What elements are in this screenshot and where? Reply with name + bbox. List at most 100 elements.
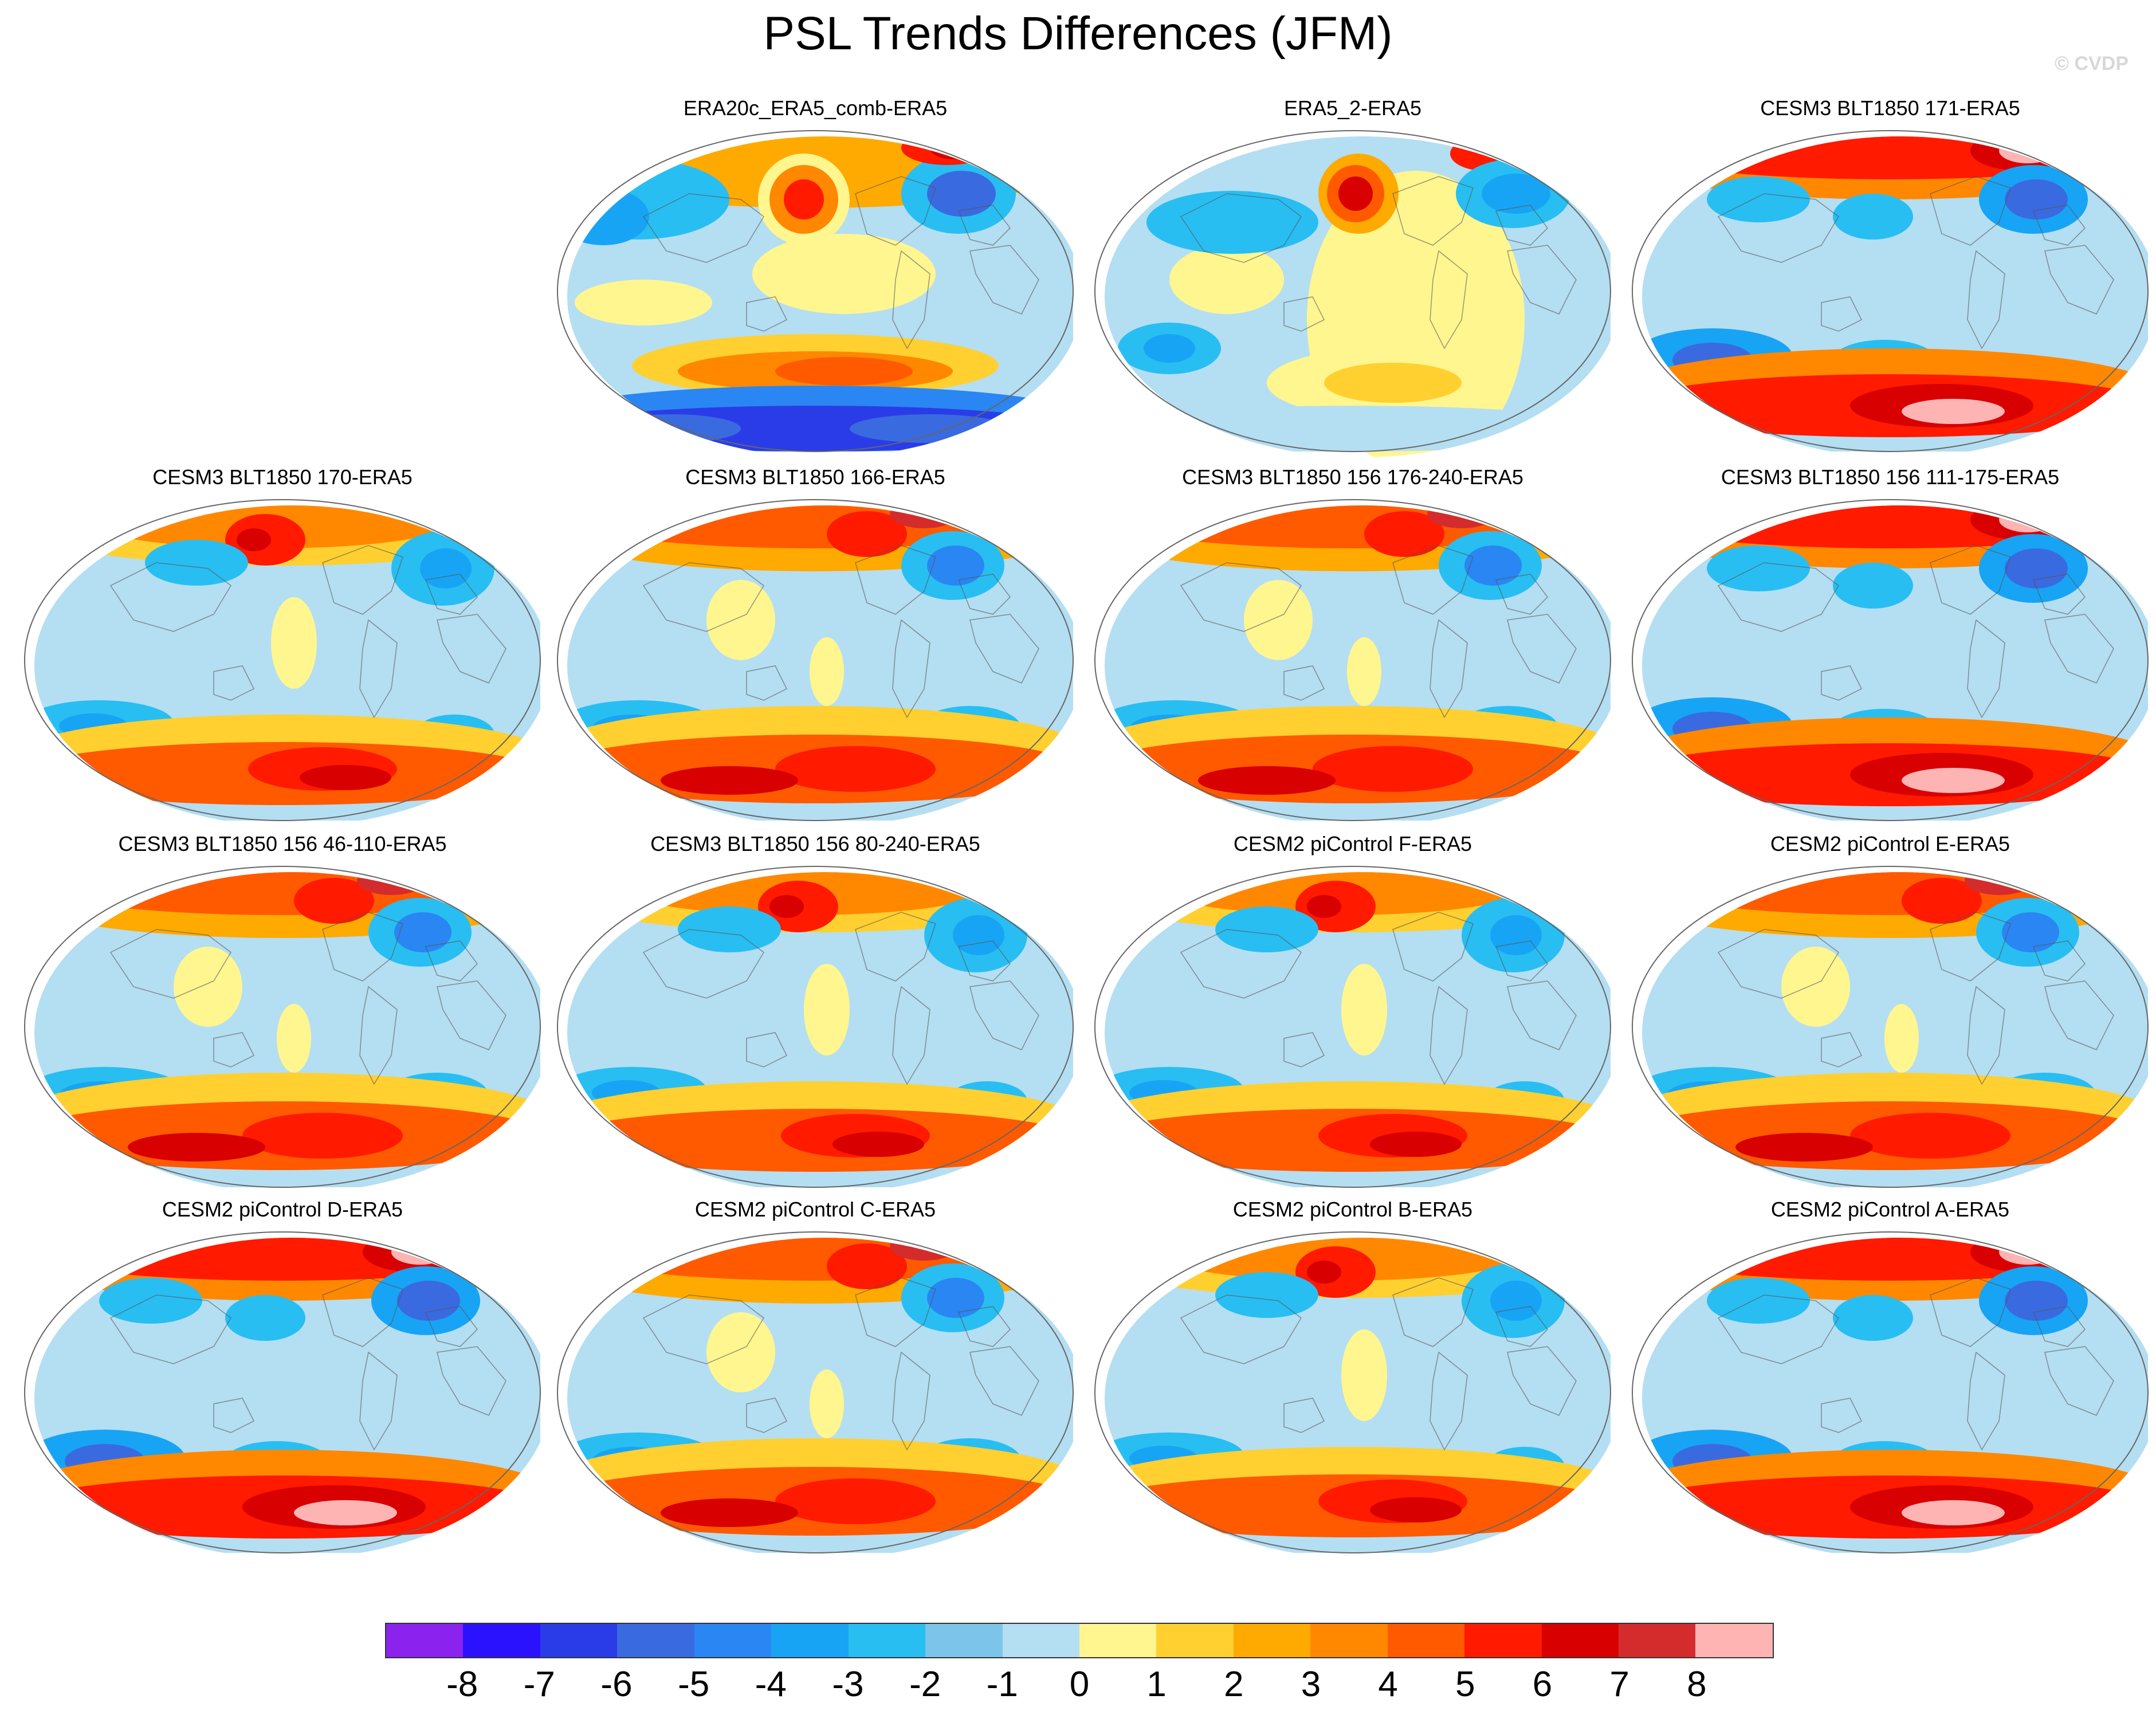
map-border xyxy=(24,499,541,821)
coastline xyxy=(437,980,506,1050)
coastline xyxy=(2044,1346,2114,1416)
coastline xyxy=(425,1306,478,1347)
field-contour xyxy=(827,1243,907,1289)
panel-title: CESM2 piControl E-ERA5 xyxy=(1770,832,2010,856)
coastline xyxy=(359,986,398,1085)
colorbar-swatch xyxy=(1387,1624,1465,1657)
field-contour xyxy=(603,414,741,443)
colorbar-tick-label: -5 xyxy=(678,1665,710,1704)
coastline xyxy=(2032,574,2086,615)
world-map-plot xyxy=(557,866,1083,1188)
coastline xyxy=(1430,250,1468,350)
coastline xyxy=(969,245,1039,315)
field-contour xyxy=(294,1500,397,1525)
field-contour xyxy=(804,964,850,1055)
coastline xyxy=(437,614,506,684)
world-map-plot xyxy=(1632,499,2156,821)
world-map-plot xyxy=(557,499,1083,821)
coastline xyxy=(642,193,764,263)
coastline xyxy=(1495,574,1548,615)
field-contour xyxy=(775,357,913,386)
credit-watermark: © CVDP xyxy=(2055,53,2128,74)
field-contour xyxy=(567,406,1079,452)
coastline xyxy=(892,619,930,719)
coastline xyxy=(1717,929,1839,999)
coastline xyxy=(1430,986,1468,1085)
field-contour xyxy=(128,1133,265,1161)
coastline xyxy=(1930,545,2011,615)
map-panel: CESM3 BLT1850 166-ERA5 xyxy=(548,465,1083,826)
coastline xyxy=(2032,940,2086,982)
field-contour xyxy=(420,548,472,588)
colorbar-swatch xyxy=(1156,1624,1234,1657)
world-map-plot xyxy=(24,499,550,821)
coastline xyxy=(1283,1032,1325,1068)
field-contour xyxy=(1850,1113,2010,1159)
colorbar-tick-label: 2 xyxy=(1224,1665,1244,1704)
map-border xyxy=(1094,1231,1611,1553)
colorbar-tick-label: 6 xyxy=(1532,1665,1553,1704)
world-map-plot xyxy=(557,1231,1083,1553)
map-border xyxy=(1632,130,2149,452)
panel-title: CESM3 BLT1850 156 46-110-ERA5 xyxy=(118,832,447,856)
field-contour xyxy=(706,1312,775,1392)
field-contour xyxy=(953,915,1004,955)
coastline xyxy=(213,665,255,701)
coastline xyxy=(957,205,1011,246)
coastline xyxy=(213,1398,255,1433)
map-panel: CESM3 BLT1850 156 176-240-ERA5 xyxy=(1085,465,1620,826)
field-contour xyxy=(1970,1238,2073,1272)
field-contour xyxy=(2005,548,2068,588)
map-panel: CESM3 BLT1850 156 80-240-ERA5 xyxy=(548,832,1083,1193)
field-contour xyxy=(2002,912,2059,952)
colorbar-tick-label: -3 xyxy=(832,1665,864,1704)
field-contour xyxy=(1347,637,1381,706)
field-contour xyxy=(1833,194,1913,240)
coastline xyxy=(1930,176,2011,246)
panel-title: ERA5_2-ERA5 xyxy=(1283,96,1422,120)
field-contour xyxy=(1902,1500,2005,1525)
field-contour xyxy=(397,1281,460,1321)
map-border xyxy=(1632,1231,2149,1553)
map-panel: CESM2 piControl E-ERA5 xyxy=(1623,832,2156,1193)
field-contour xyxy=(1970,505,2073,540)
coastline xyxy=(1821,1398,1863,1433)
colorbar-tick-label: -4 xyxy=(755,1665,787,1704)
colorbar-tick-label: -6 xyxy=(600,1665,633,1704)
panel-title: CESM2 piControl C-ERA5 xyxy=(694,1198,936,1221)
field-contour xyxy=(752,234,936,314)
field-contour xyxy=(300,765,391,790)
field-contour xyxy=(1370,1497,1462,1522)
field-contour xyxy=(775,746,936,792)
coastline xyxy=(1507,1346,1577,1416)
colorbar-swatch xyxy=(617,1624,694,1657)
world-map-plot xyxy=(1094,499,1620,821)
coastline xyxy=(1495,205,1548,246)
coastline xyxy=(1507,614,1577,684)
field-contour xyxy=(1324,363,1462,403)
coastline xyxy=(2032,205,2086,246)
coastline xyxy=(425,940,478,982)
field-contour xyxy=(363,1238,466,1272)
coastline xyxy=(892,1351,930,1451)
coastline xyxy=(969,980,1039,1050)
coastline xyxy=(1392,176,1474,246)
coastline xyxy=(1180,929,1302,999)
world-map-plot xyxy=(24,866,550,1188)
field-contour xyxy=(1884,1004,1919,1073)
map-border xyxy=(1094,499,1611,821)
map-panel: CESM3 BLT1850 171-ERA5 xyxy=(1623,96,2156,457)
coastline xyxy=(359,1351,398,1451)
world-map-plot xyxy=(1632,866,2156,1188)
field-contour xyxy=(1244,580,1313,660)
coastline xyxy=(746,1398,788,1433)
field-contour xyxy=(1341,1329,1387,1421)
coastline xyxy=(1392,1277,1474,1347)
colorbar-swatch xyxy=(1310,1624,1388,1657)
field-contour xyxy=(357,872,426,895)
coastline xyxy=(1507,980,1577,1050)
colorbar-swatch xyxy=(1079,1624,1157,1657)
coastline xyxy=(1392,545,1474,615)
field-contour xyxy=(1965,872,2033,895)
field-contour xyxy=(575,280,712,325)
